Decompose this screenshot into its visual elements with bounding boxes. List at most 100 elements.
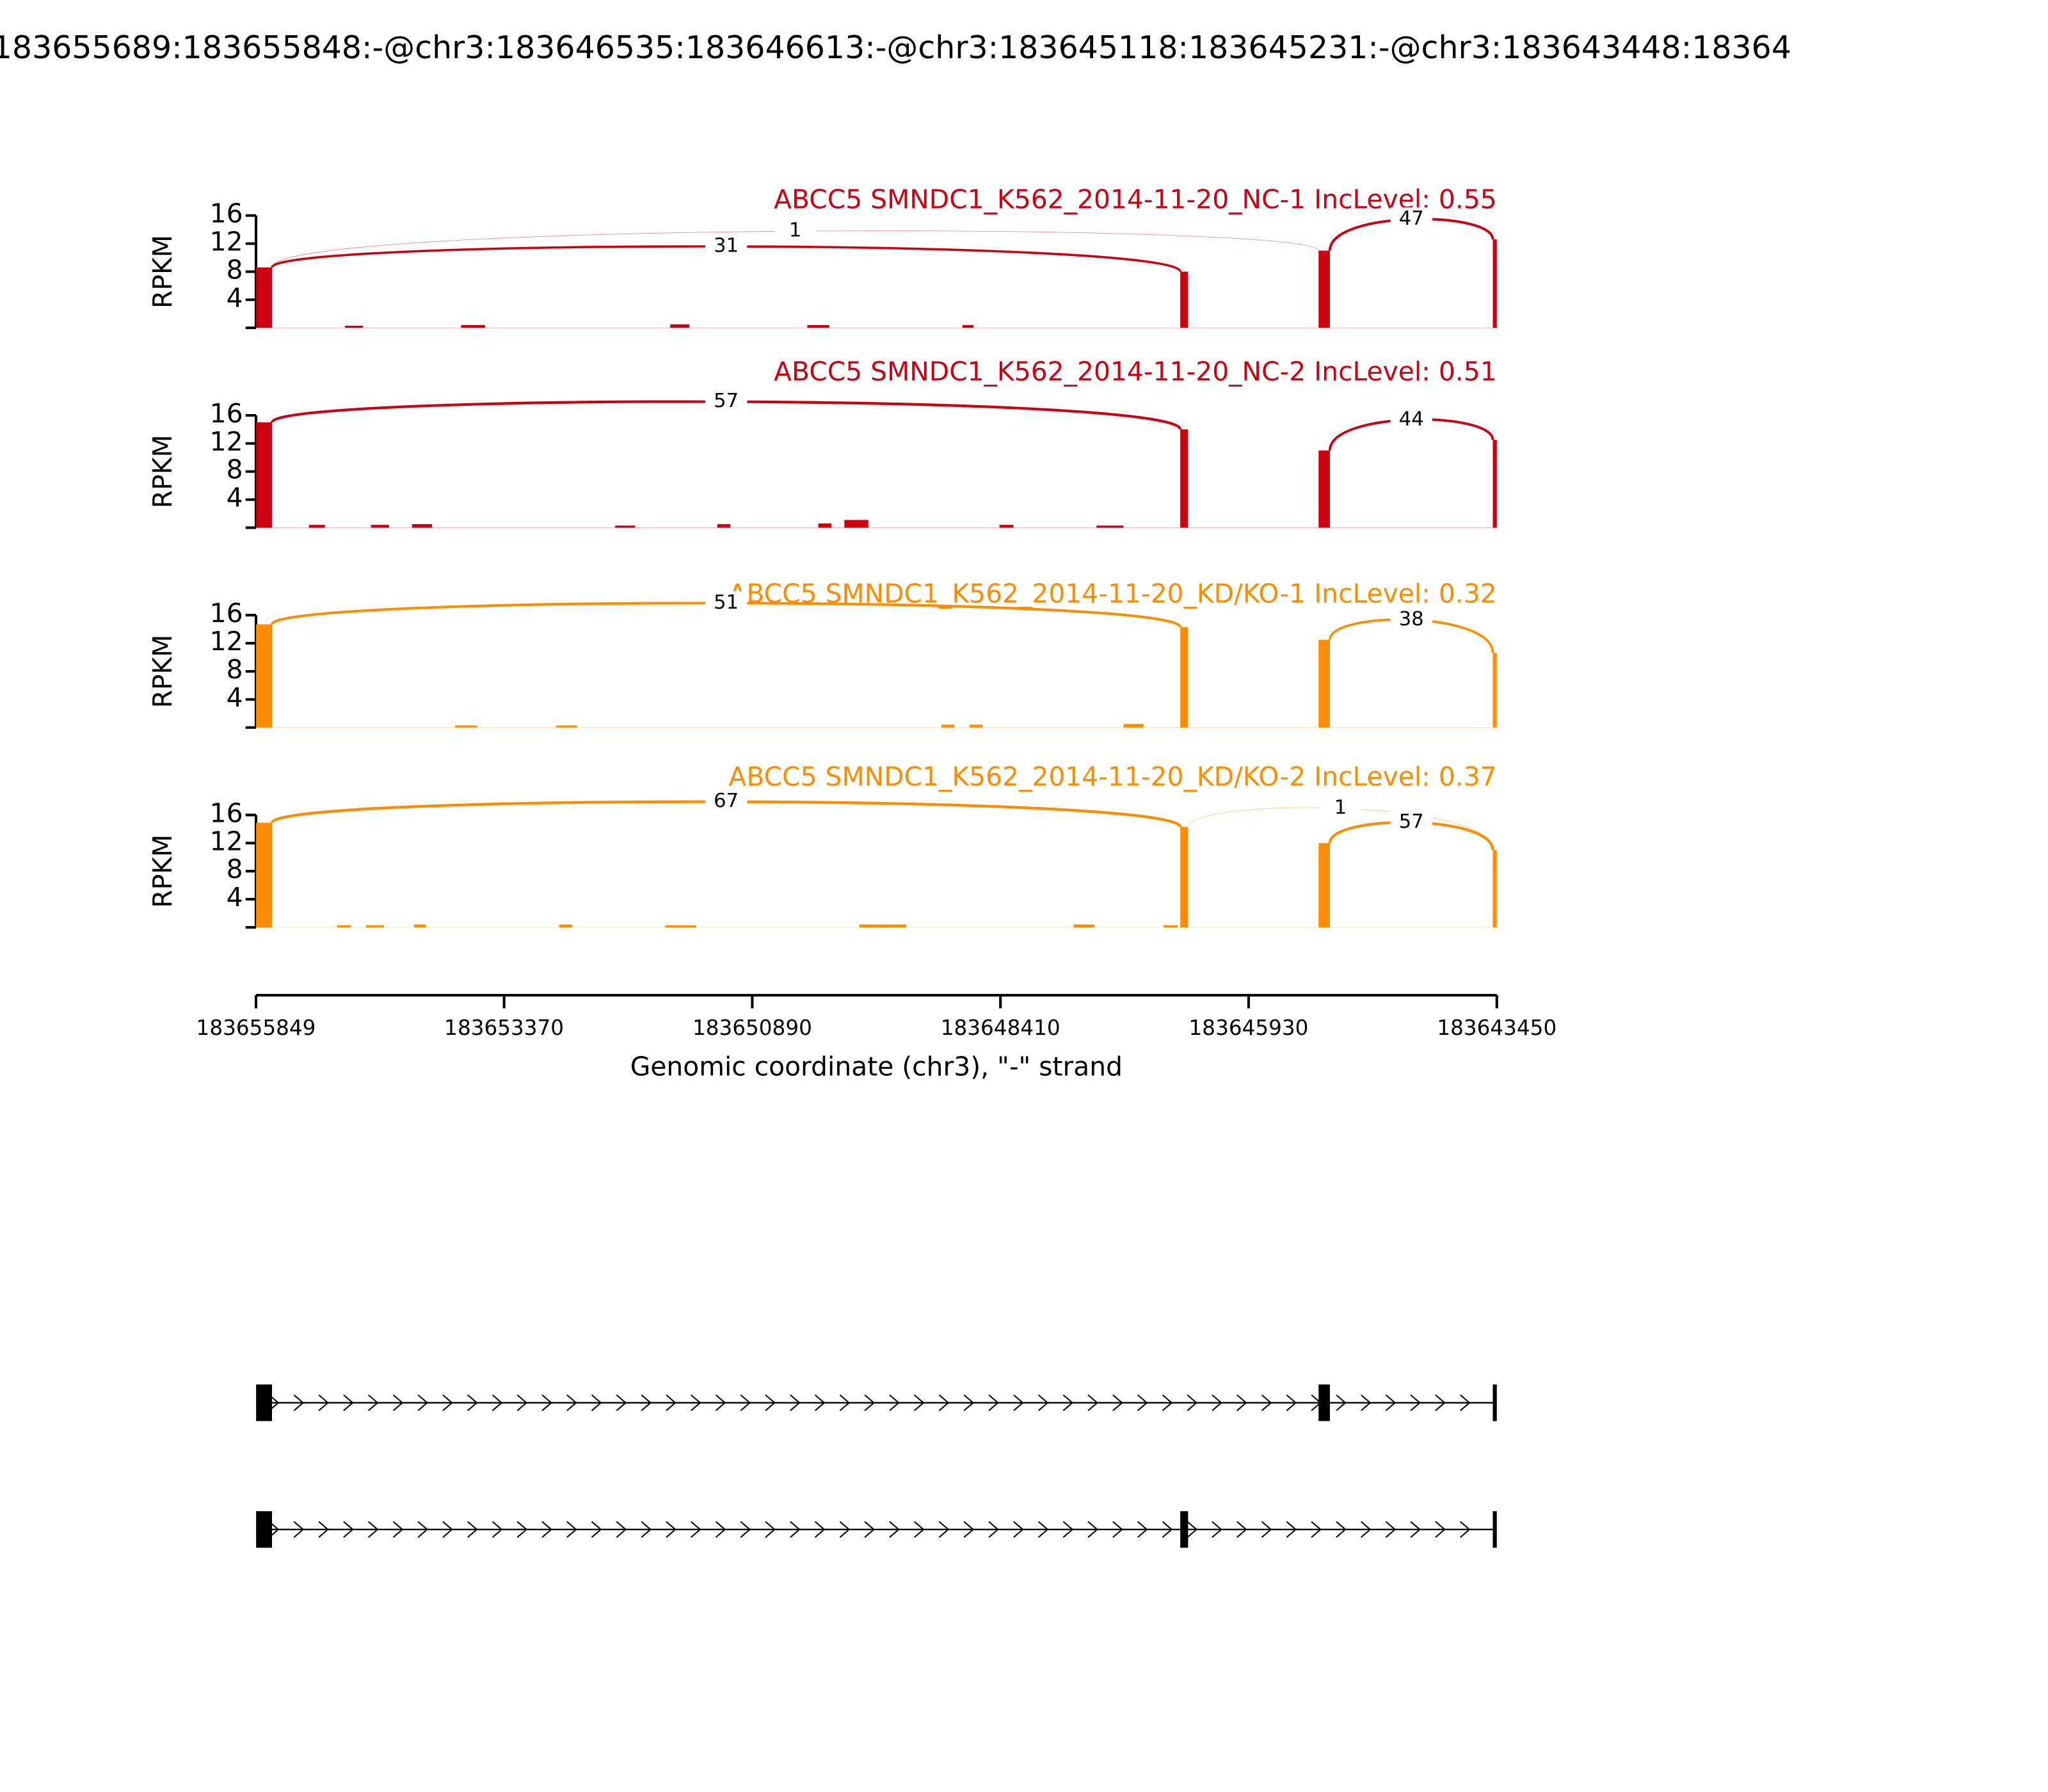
strand-chevron <box>541 1394 552 1411</box>
strand-chevron <box>442 1521 453 1538</box>
strand-chevron <box>1037 1521 1049 1538</box>
y-tick-label: 12 <box>210 227 243 257</box>
strand-chevron <box>318 1394 329 1411</box>
coverage-bar <box>256 422 273 528</box>
coverage-bar <box>1492 850 1497 927</box>
junction-count: 31 <box>714 235 739 257</box>
coverage-bar <box>413 924 426 927</box>
y-tick-label: 4 <box>227 483 243 513</box>
junction-count: 44 <box>1399 408 1424 430</box>
strand-chevron <box>963 1394 975 1411</box>
strand-chevron <box>765 1394 776 1411</box>
coverage-bar <box>1180 627 1188 728</box>
coverage-bar <box>969 724 983 728</box>
coverage-bar <box>412 524 433 528</box>
y-tick-label: 8 <box>227 654 243 685</box>
strand-chevron <box>1112 1394 1123 1411</box>
strand-chevron <box>566 1394 577 1411</box>
strand-chevron <box>889 1394 900 1411</box>
strand-chevron <box>1162 1521 1173 1538</box>
strand-chevron <box>368 1394 379 1411</box>
junction-label-bg <box>705 591 748 615</box>
coverage-bar <box>1123 724 1144 728</box>
strand-chevron <box>1212 1394 1222 1411</box>
coverage-bar <box>670 324 689 328</box>
x-tick-label: 183655849 <box>196 1016 316 1040</box>
strand-chevron <box>1212 1521 1222 1538</box>
strand-chevron <box>814 1394 826 1411</box>
panel-title: ABCC5 SMNDC1_K562_2014-11-20_NC-1 IncLev… <box>774 184 1497 214</box>
strand-chevron <box>790 1521 801 1538</box>
junction-label-bg <box>1390 408 1432 432</box>
coverage-bar <box>365 925 384 927</box>
strand-chevron <box>1013 1394 1024 1411</box>
junction-count: 1 <box>789 220 801 242</box>
strand-chevron <box>1261 1394 1272 1411</box>
x-tick-label: 183643450 <box>1437 1016 1556 1040</box>
strand-chevron <box>1137 1394 1148 1411</box>
strand-chevron <box>938 1521 950 1538</box>
x-tick-label: 183645930 <box>1189 1016 1309 1040</box>
strand-chevron <box>1410 1394 1421 1411</box>
coverage-bar <box>1318 250 1330 328</box>
strand-chevron <box>318 1521 329 1538</box>
y-tick-label: 4 <box>227 682 243 713</box>
coverage-bar <box>807 324 829 328</box>
strand-chevron <box>864 1394 876 1411</box>
coverage-bar <box>818 523 831 528</box>
y-tick-label: 8 <box>227 254 243 285</box>
coverage-bar <box>859 924 907 927</box>
strand-chevron <box>1037 1394 1049 1411</box>
coverage-bar <box>615 525 636 528</box>
coverage-bar <box>455 725 477 728</box>
y-tick-label: 4 <box>227 282 243 313</box>
coverage-bar <box>665 925 696 927</box>
coverage-bar <box>337 925 351 927</box>
strand-chevron <box>839 1394 851 1411</box>
x-tick-label: 183648410 <box>941 1016 1060 1040</box>
strand-chevron <box>715 1394 726 1411</box>
junction-label-bg <box>705 390 748 414</box>
y-axis-label: RPKM <box>147 435 178 508</box>
y-tick-label: 12 <box>210 626 243 657</box>
junction-count: 67 <box>714 790 739 812</box>
strand-chevron <box>1162 1394 1173 1411</box>
strand-chevron <box>1385 1521 1396 1538</box>
coverage-bar <box>256 624 273 728</box>
y-tick-label: 12 <box>210 426 243 457</box>
coverage-bar <box>1492 653 1497 728</box>
coverage-bar <box>717 524 731 528</box>
strand-chevron <box>1187 1521 1198 1538</box>
coverage-bar <box>1164 925 1178 927</box>
strand-chevron <box>740 1521 751 1538</box>
x-tick-label: 183650890 <box>692 1016 812 1040</box>
strand-chevron <box>988 1521 999 1538</box>
strand-chevron <box>1286 1394 1297 1411</box>
junction-label-bg <box>1390 207 1432 231</box>
strand-chevron <box>516 1394 528 1411</box>
strand-chevron <box>1087 1521 1099 1538</box>
strand-chevron <box>1460 1394 1471 1411</box>
strand-chevron <box>715 1521 726 1538</box>
strand-chevron <box>963 1521 975 1538</box>
strand-chevron <box>442 1394 453 1411</box>
strand-chevron <box>541 1521 552 1538</box>
coverage-bar <box>1180 271 1188 328</box>
coverage-bar <box>1096 525 1124 528</box>
exon <box>1492 1384 1497 1421</box>
junction-count: 38 <box>1399 608 1424 630</box>
strand-chevron <box>293 1394 305 1411</box>
strand-chevron <box>1435 1521 1446 1538</box>
strand-chevron <box>914 1521 925 1538</box>
strand-chevron <box>1311 1521 1322 1538</box>
coverage-bar <box>1492 239 1497 328</box>
strand-chevron <box>1236 1394 1247 1411</box>
y-tick-label: 8 <box>227 454 243 485</box>
strand-chevron <box>666 1394 676 1411</box>
strand-chevron <box>1410 1521 1421 1538</box>
strand-chevron <box>1336 1394 1347 1411</box>
coverage-bar <box>256 267 273 328</box>
y-tick-label: 16 <box>210 598 243 628</box>
strand-chevron <box>691 1394 701 1411</box>
strand-chevron <box>1261 1521 1272 1538</box>
